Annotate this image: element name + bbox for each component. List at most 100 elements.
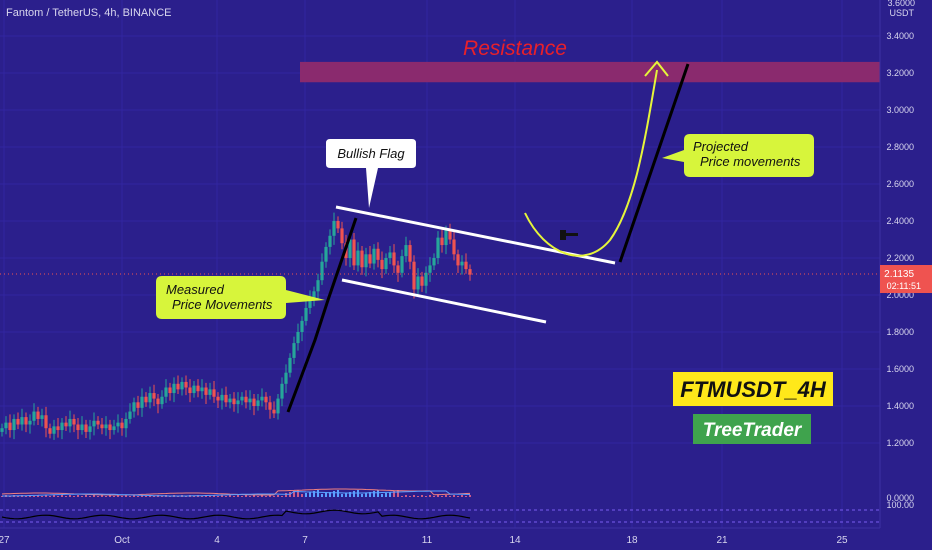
macd-bar (221, 495, 223, 497)
macd-bar (305, 493, 307, 497)
macd-bar (261, 495, 263, 497)
price-tick-label: 1.6000 (886, 364, 914, 374)
candle (40, 408, 44, 427)
macd-bar (93, 495, 95, 497)
price-tick-label: 2.4000 (886, 216, 914, 226)
macd-bar (113, 496, 115, 497)
candle (360, 245, 364, 275)
macd-bar (129, 496, 131, 497)
author-badge-label: TreeTrader (703, 420, 803, 441)
symbol-header[interactable]: Fantom / TetherUS, 4h, BINANCE (6, 7, 171, 19)
time-tick-labels: 27 Oct 4 7 11 14 18 21 25 (0, 535, 848, 546)
candle (120, 418, 124, 436)
candle (268, 395, 272, 419)
candle (156, 393, 160, 414)
candle (284, 364, 288, 393)
candle (252, 393, 256, 416)
candle (188, 379, 192, 403)
macd-bar (445, 495, 447, 497)
candle (60, 418, 64, 440)
candle (324, 242, 328, 268)
candle (112, 419, 116, 435)
macd-bar (437, 495, 439, 497)
macd-bar (41, 496, 43, 497)
macd-bar (85, 495, 87, 497)
macd-bar (153, 496, 155, 497)
macd-bar (161, 496, 163, 497)
macd-bar (405, 495, 407, 497)
macd-bar (33, 496, 35, 497)
candle (304, 301, 308, 326)
price-tick-label: 2.2000 (886, 253, 914, 263)
macd-bar (401, 496, 403, 497)
author-badge: TreeTrader (693, 414, 811, 444)
macd-bar (349, 492, 351, 497)
price-axis-unit: USDT (890, 8, 915, 18)
macd-bar (81, 496, 83, 497)
candle (376, 242, 380, 268)
candle (176, 375, 180, 394)
macd-bar (253, 495, 255, 497)
candle (420, 271, 424, 292)
candle (192, 381, 196, 398)
macd-bar (313, 491, 315, 497)
candle (332, 212, 336, 245)
macd-bar (201, 496, 203, 497)
macd-bar (145, 496, 147, 497)
macd-bar (365, 493, 367, 497)
projected-callout: Projected Price movements (662, 134, 814, 177)
macd-bar (397, 490, 399, 497)
projected-target-line (618, 63, 690, 263)
candle (432, 253, 436, 271)
macd-bar (45, 495, 47, 497)
candle (200, 379, 204, 399)
candle (56, 418, 60, 438)
macd-bar (281, 496, 283, 497)
macd-bar (73, 496, 75, 497)
macd-bar (193, 496, 195, 497)
time-tick-label: 25 (836, 535, 848, 546)
macd-bar (413, 495, 415, 497)
candle (80, 416, 84, 435)
price-tick-labels: 3.4000 3.2000 3.0000 2.8000 2.6000 2.4000 2.20… (886, 31, 914, 448)
projected-label-line1: Projected (693, 139, 749, 154)
macd-bar (297, 490, 299, 497)
candle (164, 379, 168, 403)
price-tick-label: 2.8000 (886, 142, 914, 152)
resistance-zone (300, 61, 880, 83)
macd-bar (125, 495, 127, 497)
time-tick-label: Oct (114, 535, 130, 546)
macd-bar (225, 496, 227, 497)
candle (84, 419, 88, 439)
macd-bar (325, 493, 327, 497)
candle (356, 242, 360, 272)
macd-bar (69, 495, 71, 497)
candle (76, 418, 80, 440)
candle (272, 401, 276, 419)
macd-bar (109, 495, 111, 497)
macd-bar (341, 494, 343, 497)
macd-bar (345, 493, 347, 497)
candle (124, 412, 128, 438)
price-tick-label: 1.8000 (886, 327, 914, 337)
macd-bar (117, 495, 119, 497)
candle (352, 233, 356, 271)
macd-bar (213, 495, 215, 497)
candle (400, 249, 404, 278)
candle (264, 392, 268, 410)
candle (416, 268, 420, 295)
candle (336, 216, 340, 234)
macd-bar (141, 495, 143, 497)
candle (424, 266, 428, 294)
time-axis[interactable] (0, 527, 880, 550)
candle (216, 392, 220, 409)
candle (208, 382, 212, 400)
candlestick-series (0, 212, 472, 440)
candle (108, 419, 112, 440)
macd-bar (257, 496, 259, 497)
price-tick-label: 1.2000 (886, 438, 914, 448)
price-tick-label: 2.6000 (886, 179, 914, 189)
candle (128, 403, 132, 424)
macd-bar (133, 495, 135, 497)
